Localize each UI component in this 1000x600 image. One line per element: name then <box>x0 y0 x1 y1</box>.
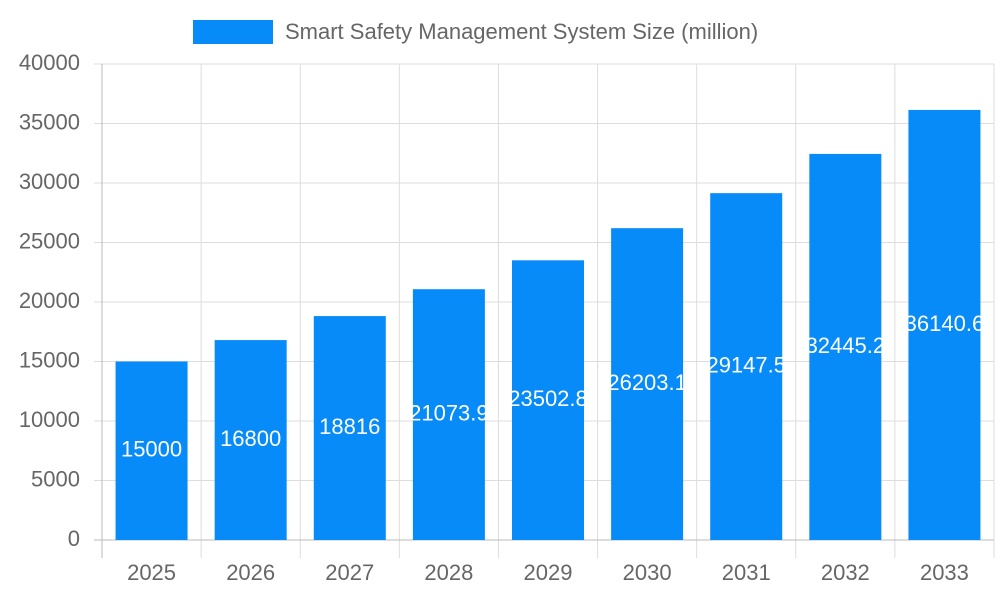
data-label: 18816 <box>319 414 380 439</box>
data-label: 23502.8 <box>508 386 588 411</box>
data-label: 29147.5 <box>706 352 786 377</box>
x-tick-label: 2031 <box>722 560 771 585</box>
bar <box>512 260 584 540</box>
bar <box>809 153 882 541</box>
data-label: 36140.6 <box>905 311 985 336</box>
bar <box>710 193 783 540</box>
bar <box>214 340 287 540</box>
data-label: 21073.9 <box>409 400 489 425</box>
data-label: 26203.1 <box>607 370 687 395</box>
bar <box>412 289 485 540</box>
y-tick-label: 10000 <box>19 407 80 432</box>
x-tick-label: 2033 <box>920 560 969 585</box>
y-tick-label: 30000 <box>19 169 80 194</box>
bar <box>115 361 188 540</box>
y-tick-label: 25000 <box>19 228 80 253</box>
x-tick-label: 2027 <box>325 560 374 585</box>
x-tick-label: 2032 <box>821 560 870 585</box>
y-tick-label: 35000 <box>19 109 80 134</box>
bar <box>313 316 386 540</box>
legend-swatch <box>193 20 273 44</box>
data-label: 16800 <box>220 426 281 451</box>
y-tick-label: 15000 <box>19 347 80 372</box>
bar <box>908 109 981 541</box>
x-tick-label: 2026 <box>226 560 275 585</box>
legend-label: Smart Safety Management System Size (mil… <box>285 19 758 44</box>
data-label: 15000 <box>121 437 182 462</box>
y-tick-label: 20000 <box>19 288 80 313</box>
y-tick-label: 0 <box>68 526 80 551</box>
bar <box>611 228 684 540</box>
x-tick-label: 2025 <box>127 560 176 585</box>
y-tick-label: 5000 <box>31 466 80 491</box>
x-tick-label: 2030 <box>623 560 672 585</box>
y-tick-label: 40000 <box>19 50 80 75</box>
x-tick-label: 2028 <box>424 560 473 585</box>
x-tick-label: 2029 <box>524 560 573 585</box>
data-label: 32445.2 <box>806 333 886 358</box>
